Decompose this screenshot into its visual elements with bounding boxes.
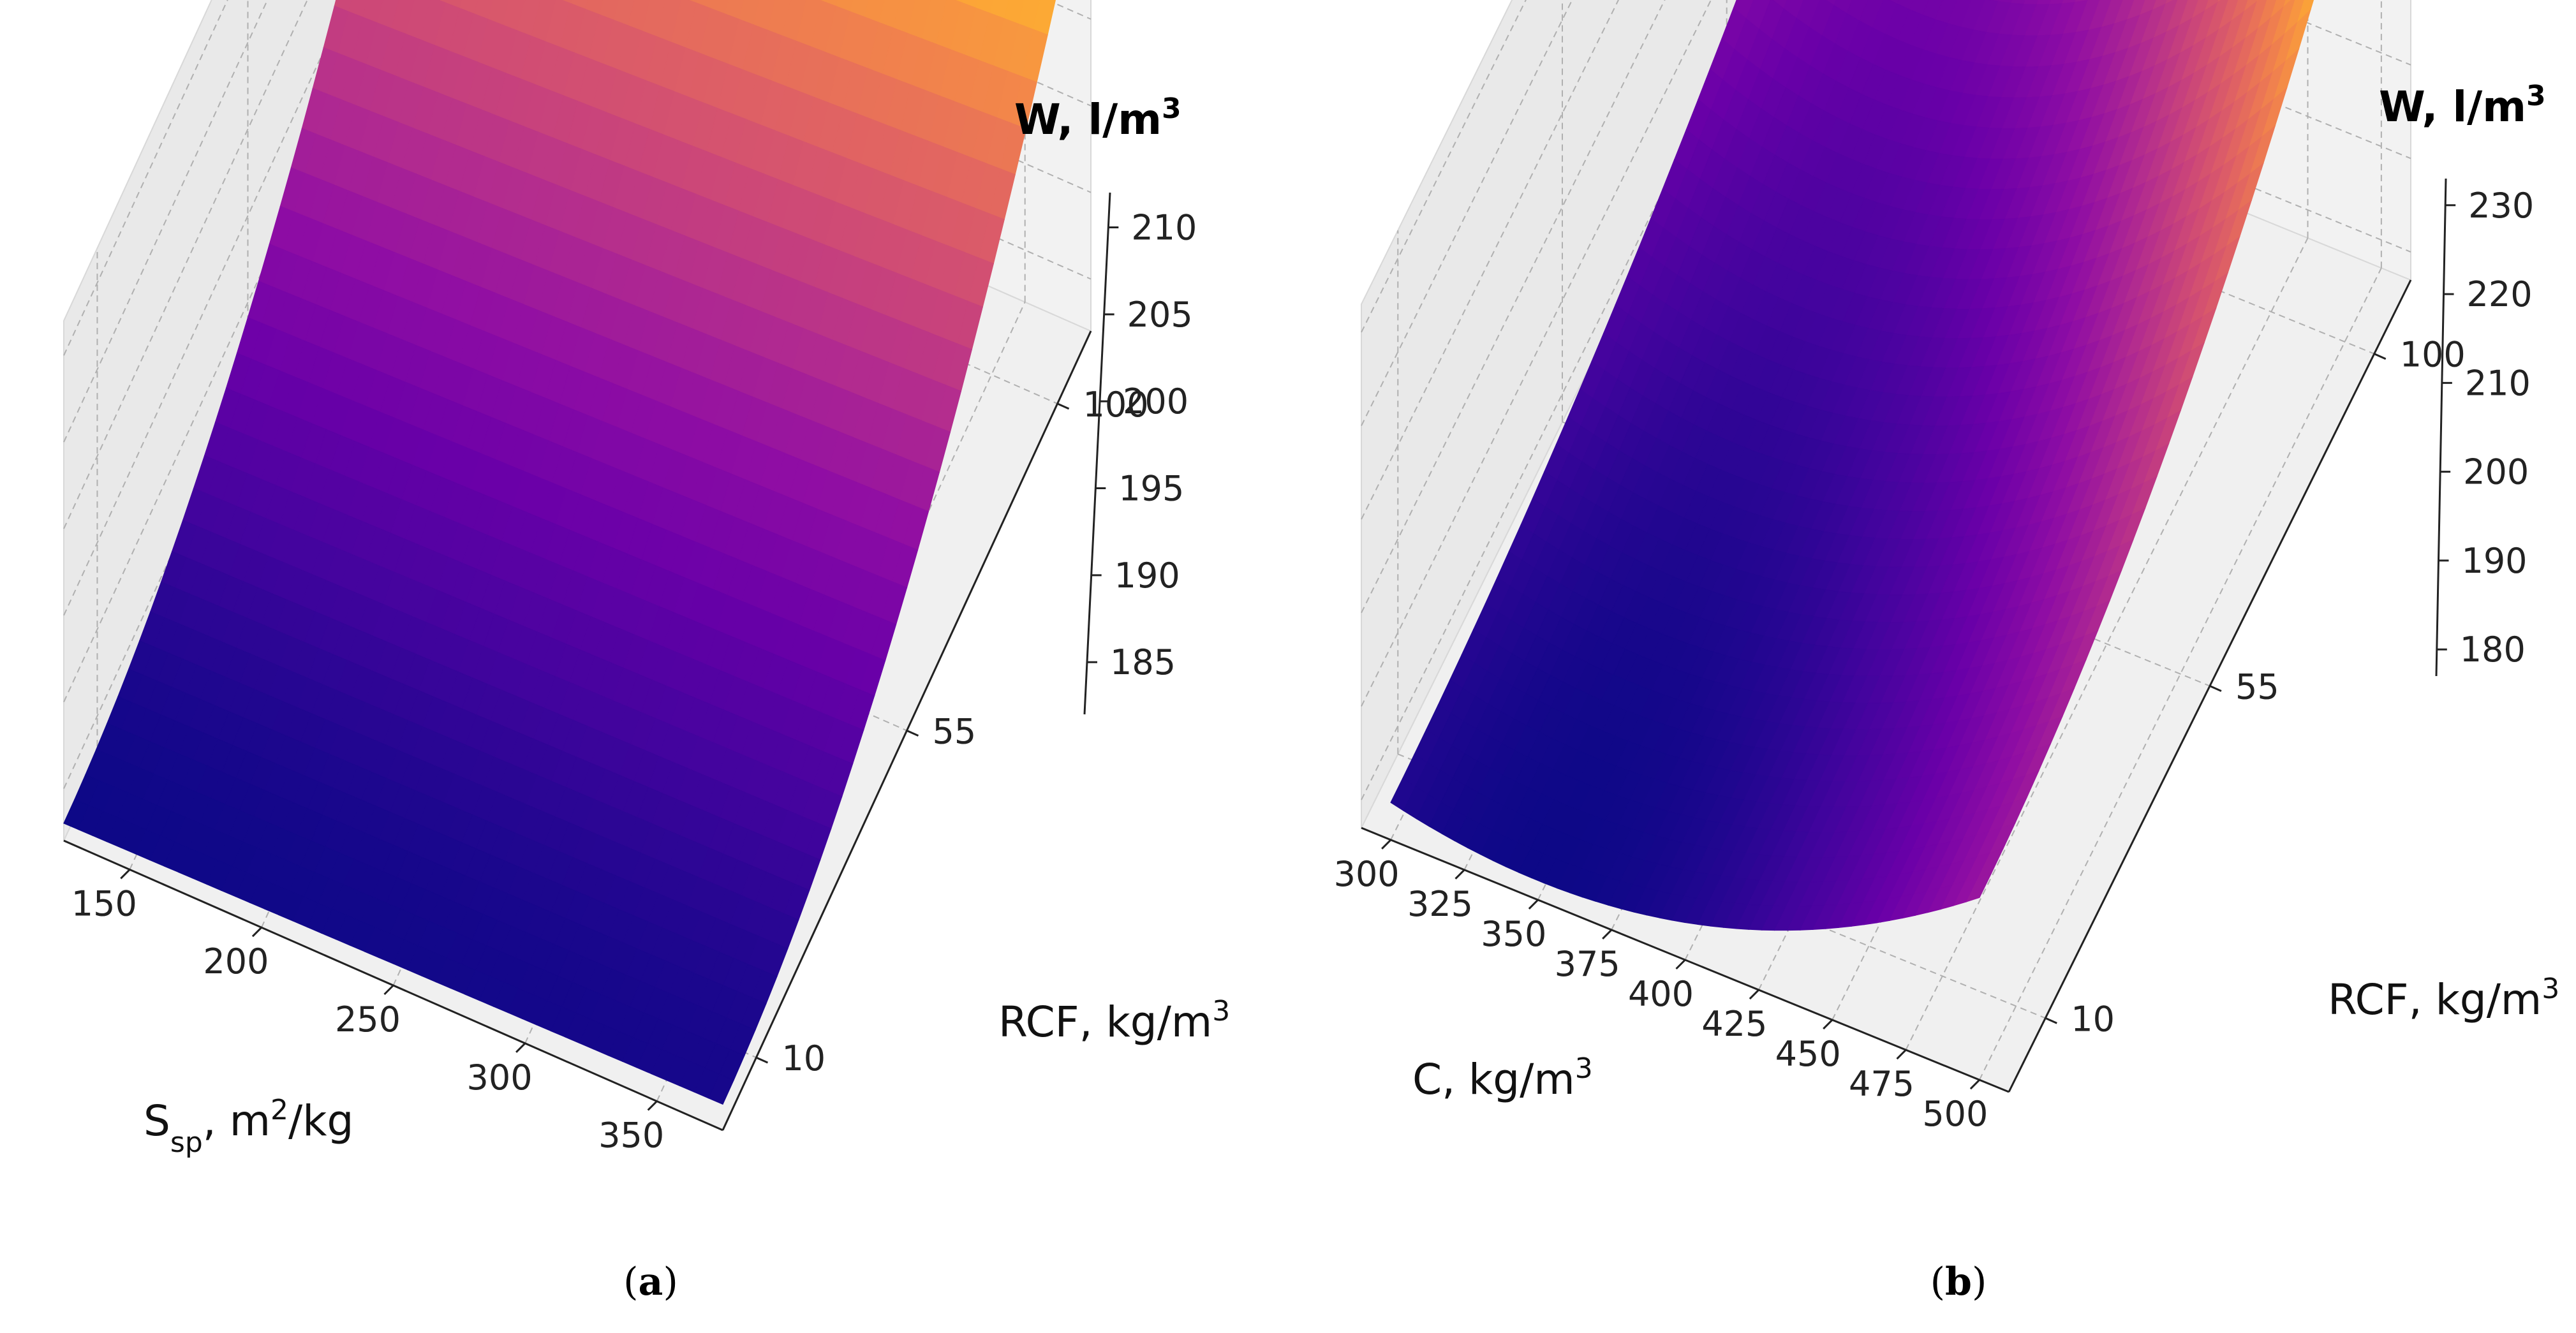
panel-a-y-tick xyxy=(1056,402,1070,410)
panel-a-x-tick xyxy=(515,1042,526,1053)
panel-b-y-tick xyxy=(2045,1017,2057,1024)
panel-b-x-tick xyxy=(1675,959,1686,970)
panel-b-x-tick xyxy=(1749,989,1759,1000)
panel-a-y-tick xyxy=(755,1056,769,1064)
panel-a-z-tick-label: 210 xyxy=(1131,208,1197,248)
panel-a-x-axis-label: Ssp, m2/kg xyxy=(144,1094,353,1159)
panel-a-x-tick-label: 250 xyxy=(335,999,401,1040)
panel-b-x-tick-label: 425 xyxy=(1701,1004,1767,1044)
panel-b-z-axis-line xyxy=(2435,178,2447,677)
panel-a-z-axis-line xyxy=(1083,192,1111,715)
panel-b-x-tick xyxy=(1528,899,1539,910)
panel-b-y-axis-label: RCF, kg/m3 xyxy=(2328,973,2559,1025)
panel-a-surface xyxy=(63,0,1056,1105)
panel-a-x-tick-label: 350 xyxy=(598,1116,664,1156)
panel-a-y-tick xyxy=(906,730,919,737)
panel-b-x-axis-label: C, kg/m3 xyxy=(1412,1052,1593,1105)
panel-b-x-tick-label: 400 xyxy=(1628,974,1694,1014)
panel-b-x-tick-label: 325 xyxy=(1407,884,1473,924)
panel-a-x-tick-label: 300 xyxy=(467,1057,533,1098)
panel-a-grid-z-left-3 xyxy=(63,0,308,529)
panel-a-x-tick xyxy=(120,869,131,880)
panel-b-surface-cell xyxy=(1965,873,1992,902)
panel-b-y-tick xyxy=(2374,353,2387,360)
panel-b-y-tick-label: 10 xyxy=(2071,999,2115,1039)
panel-b-x-tick-label: 475 xyxy=(1849,1064,1914,1104)
panel-a-x-tick-label: 150 xyxy=(71,883,137,924)
panel-a-surface-cell xyxy=(707,1073,734,1105)
panel-b-z-tick-label: 220 xyxy=(2467,274,2533,314)
panel-b-x-tick-label: 450 xyxy=(1775,1034,1841,1074)
panel-a-x-tick-label: 200 xyxy=(203,941,269,982)
surface-plot-a: 150 200 250 300 350 10 55 100 185 190 195 200 205 210… xyxy=(63,0,1230,1159)
panel-b-y-tick xyxy=(2209,685,2222,692)
panel-a-grid-z-left-4 xyxy=(63,0,269,443)
panel-b-z-axis-label: W, l/m3 xyxy=(2379,80,2546,132)
panel-a-x-tick xyxy=(383,984,394,996)
panel-b-z-tick-label: 230 xyxy=(2468,186,2534,226)
panel-b-x-tick xyxy=(1823,1019,1833,1030)
panel-a-y-tick-label: 100 xyxy=(1083,385,1149,425)
panel-b-x-tick-label: 300 xyxy=(1334,854,1400,894)
panel-b-x-tick xyxy=(1455,869,1465,880)
panel-a-z-tick-label: 190 xyxy=(1114,556,1180,596)
panel-b-y-tick-label: 55 xyxy=(2235,667,2279,707)
panel-b-x-tick-label: 375 xyxy=(1555,944,1620,984)
panel-a-y-axis-label: RCF, kg/m3 xyxy=(998,995,1230,1047)
panel-b-z-tick-label: 190 xyxy=(2461,541,2527,581)
panel-b-z-tick-label: 180 xyxy=(2460,630,2526,670)
panel-a-y-tick-label: 55 xyxy=(933,712,977,752)
panel-a-z-tick-label: 185 xyxy=(1110,642,1176,682)
caption-a: (a) xyxy=(623,1260,678,1304)
panel-a-z-tick-label: 200 xyxy=(1123,381,1188,422)
panel-b-x-tick xyxy=(1969,1079,1980,1090)
panel-a-grid-z-left-2 xyxy=(63,0,348,616)
panel-a-y-tick-label: 10 xyxy=(781,1038,825,1079)
panel-a-z-tick-label: 195 xyxy=(1118,469,1184,509)
panel-b-x-tick-label: 500 xyxy=(1922,1094,1988,1134)
panel-b-x-tick-label: 350 xyxy=(1481,914,1546,954)
panel-a-x-tick xyxy=(647,1100,658,1111)
panel-b-x-tick xyxy=(1602,929,1613,940)
caption-b: (b) xyxy=(1930,1260,1987,1304)
panel-a-z-tick-label: 205 xyxy=(1127,295,1193,335)
panel-a-grid-z-left-1 xyxy=(63,0,388,703)
panel-a-z-axis-label: W, l/m3 xyxy=(1014,92,1181,145)
panel-b-z-tick-label: 200 xyxy=(2463,452,2529,492)
panel-b-z-tick-label: 210 xyxy=(2465,363,2531,403)
panel-b-y-tick-label: 100 xyxy=(2400,335,2466,375)
panel-b-surface xyxy=(1390,0,2314,931)
panel-a-x-tick xyxy=(251,927,262,938)
panel-b-x-tick xyxy=(1381,839,1392,850)
panel-a-grid-z-left-5 xyxy=(63,0,228,356)
panel-b-x-tick xyxy=(1896,1049,1907,1060)
